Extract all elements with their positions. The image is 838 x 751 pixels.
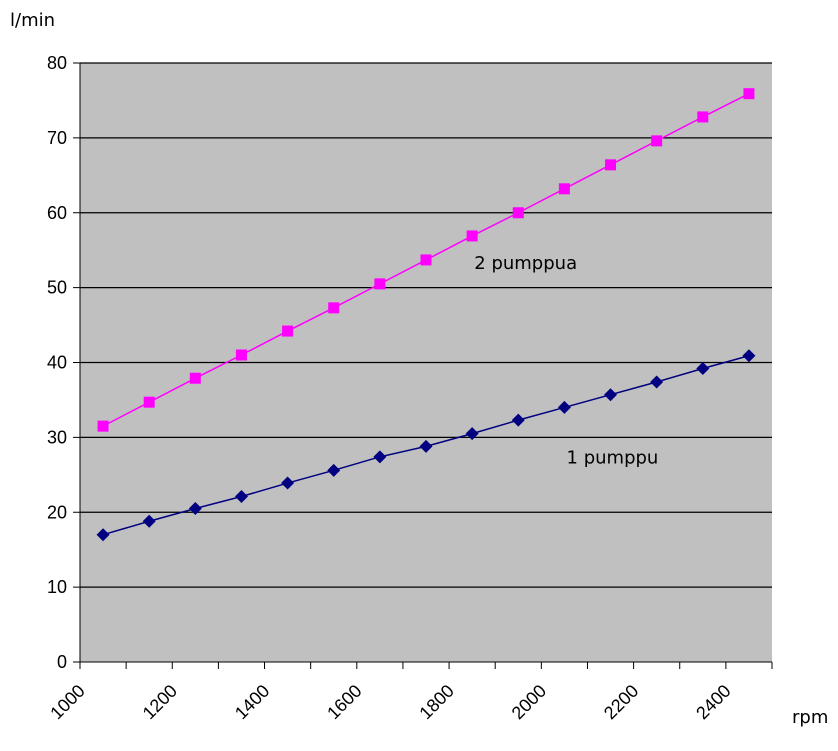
data-point bbox=[604, 388, 618, 402]
data-point bbox=[281, 476, 295, 490]
data-point bbox=[97, 420, 109, 432]
y-tick-label: 20 bbox=[47, 502, 67, 522]
series-1 bbox=[97, 88, 755, 432]
data-point bbox=[143, 396, 155, 408]
series-annotation: 2 pumppua bbox=[474, 253, 577, 274]
data-point bbox=[465, 427, 479, 441]
y-tick-label: 50 bbox=[47, 278, 67, 298]
y-tick-labels: 0 10 20 30 40 50 60 70 80 bbox=[47, 53, 67, 672]
x-tick-label: 1200 bbox=[139, 681, 181, 723]
y-tick-label: 70 bbox=[47, 128, 67, 148]
y-tick-label: 10 bbox=[47, 577, 67, 597]
data-point bbox=[742, 349, 756, 363]
series-2 bbox=[96, 349, 756, 542]
data-point bbox=[420, 254, 432, 266]
data-point bbox=[188, 502, 202, 516]
y-tick-label: 30 bbox=[47, 427, 67, 447]
data-point bbox=[650, 375, 664, 389]
data-point bbox=[466, 230, 478, 242]
x-tick-label: 2000 bbox=[508, 681, 550, 723]
y-tick-label: 0 bbox=[57, 652, 67, 672]
series-annotation: 1 pumppu bbox=[567, 448, 659, 469]
x-tick-label: 1800 bbox=[415, 681, 457, 723]
x-tick-label: 1400 bbox=[231, 681, 273, 723]
annotations: 2 pumppua 1 pumppu bbox=[474, 253, 658, 469]
x-tick-labels: 1000 1200 1400 1600 1800 2000 2200 2400 bbox=[46, 681, 734, 723]
y-tick-label: 80 bbox=[47, 53, 67, 73]
data-point bbox=[651, 135, 663, 147]
data-point bbox=[419, 439, 433, 453]
data-point bbox=[605, 159, 617, 171]
data-point bbox=[512, 207, 524, 219]
data-point bbox=[234, 490, 248, 504]
data-point bbox=[328, 302, 340, 314]
series-group bbox=[96, 88, 756, 542]
y-axis-label: l/min bbox=[10, 10, 55, 31]
data-point bbox=[235, 349, 247, 361]
x-tick-label: 1600 bbox=[323, 681, 365, 723]
data-point bbox=[511, 413, 525, 427]
data-point bbox=[142, 514, 156, 528]
x-tick-label: 1000 bbox=[46, 681, 88, 723]
data-point bbox=[557, 400, 571, 414]
data-point bbox=[96, 528, 110, 542]
data-point bbox=[697, 111, 709, 123]
y-tick-label: 40 bbox=[47, 353, 67, 373]
y-tick-label: 60 bbox=[47, 203, 67, 223]
data-point bbox=[189, 372, 201, 384]
data-point bbox=[373, 450, 387, 464]
x-axis-label: rpm bbox=[792, 707, 828, 728]
data-point bbox=[743, 88, 755, 100]
x-tick-label: 2400 bbox=[692, 681, 734, 723]
x-tick-label: 2200 bbox=[600, 681, 642, 723]
data-point bbox=[696, 361, 710, 375]
axes bbox=[73, 62, 773, 669]
data-point bbox=[374, 278, 386, 290]
data-point bbox=[558, 183, 570, 195]
data-point bbox=[282, 325, 294, 337]
data-point bbox=[327, 463, 341, 477]
